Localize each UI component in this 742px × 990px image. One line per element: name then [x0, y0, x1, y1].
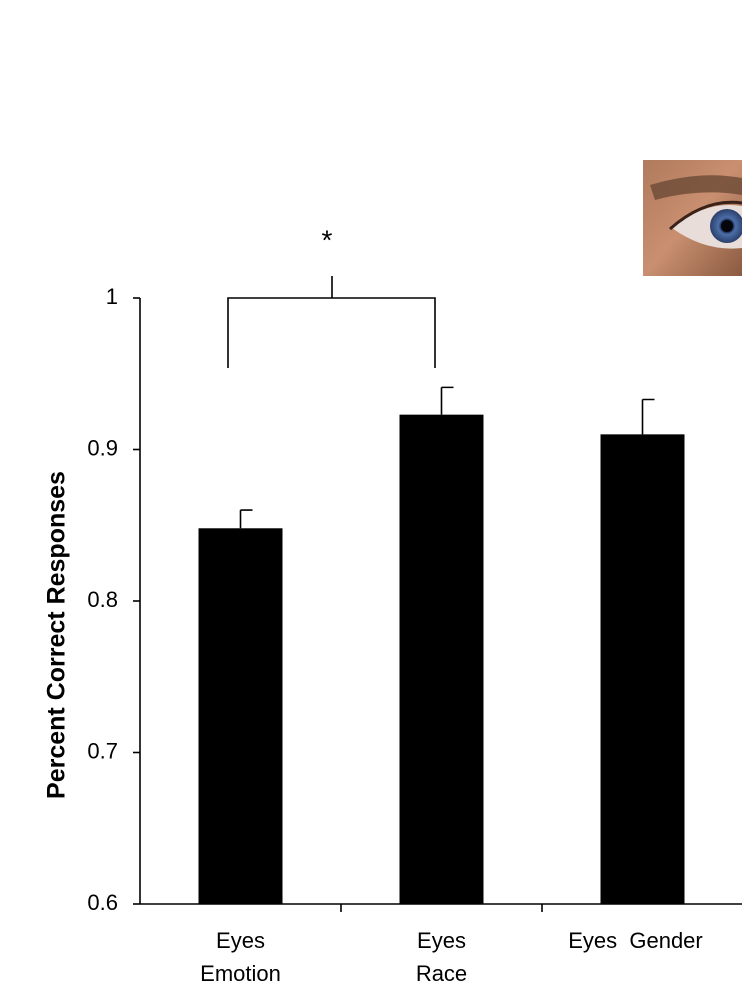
error-bar [643, 400, 655, 435]
x-tick-label: Eyes [216, 928, 265, 953]
significance-marker: * [322, 224, 333, 255]
error-bar [241, 510, 253, 528]
significance-bracket [228, 276, 435, 368]
x-tick-label: Race [416, 961, 467, 986]
bar [601, 434, 685, 904]
error-bar [442, 387, 454, 414]
y-tick-label: 1 [106, 284, 118, 309]
y-tick-label: 0.9 [87, 435, 118, 460]
y-tick-label: 0.7 [87, 738, 118, 763]
eye-image [643, 160, 742, 276]
bar [400, 415, 484, 904]
y-axis-label: Percent Correct Responses [43, 471, 71, 799]
x-tick-label: Eyes Gender [568, 928, 703, 953]
chart: Percent Correct Responses * 0.6 0.7 0.8 0.9… [0, 0, 742, 990]
bar [199, 528, 283, 904]
x-tick-label: Emotion [200, 961, 281, 986]
x-tick-label: Eyes [417, 928, 466, 953]
y-tick-label: 0.8 [87, 587, 118, 612]
y-tick-label: 0.6 [87, 890, 118, 915]
